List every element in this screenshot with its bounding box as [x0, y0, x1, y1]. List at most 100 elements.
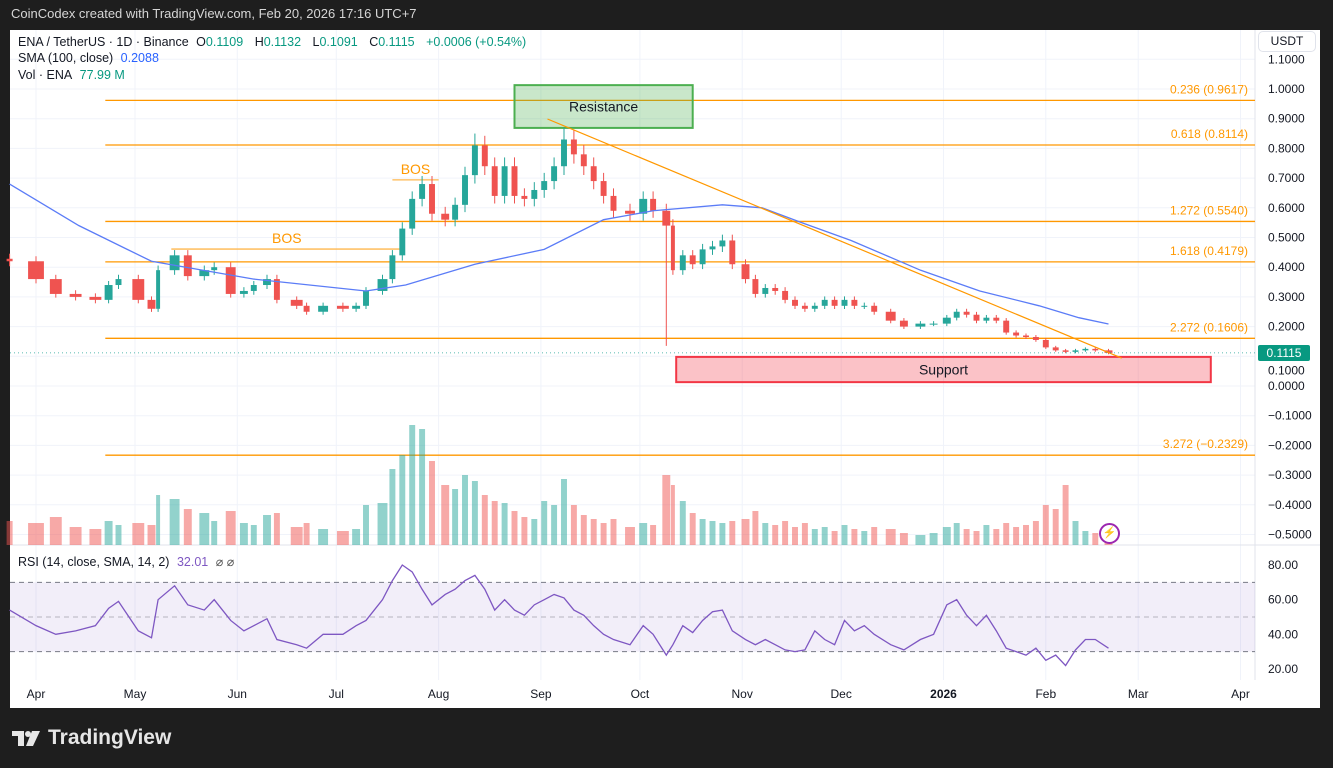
time-tick-label: Dec — [831, 687, 852, 701]
volume-bar — [899, 533, 908, 545]
candle-body — [561, 139, 567, 167]
volume-bar — [590, 519, 597, 545]
volume-bar — [273, 513, 280, 545]
candle-body — [89, 296, 102, 300]
price-tick-label: 0.6000 — [1268, 201, 1305, 215]
candle-body — [580, 154, 587, 167]
support-zone-label: Support — [919, 362, 968, 378]
rsi-visibility-icons[interactable]: ⌀ ⌀ — [215, 555, 235, 569]
candle-body — [772, 287, 779, 291]
candle-body — [115, 279, 122, 286]
volume-bar — [132, 523, 145, 545]
time-tick-label: Aug — [428, 687, 449, 701]
candle-body — [983, 317, 990, 321]
price-tick-label: −0.5000 — [1268, 528, 1312, 542]
symbol-title[interactable]: ENA / TetherUS · 1D · Binance — [18, 35, 189, 49]
candle-body — [792, 299, 798, 306]
candle-body — [104, 285, 113, 300]
volume-bar — [263, 515, 271, 545]
volume-bar — [741, 519, 750, 545]
volume-bar — [625, 527, 635, 545]
candle-body — [993, 317, 1000, 321]
volume-legend[interactable]: Vol · ENA 77.99 M — [18, 68, 129, 82]
candle-body — [352, 305, 361, 309]
volume-bar — [841, 525, 848, 545]
volume-bar — [1013, 527, 1020, 545]
support-zone — [675, 355, 1212, 384]
volume-bar — [861, 531, 868, 545]
rsi-legend[interactable]: RSI (14, close, SMA, 14, 2) 32.01 ⌀ ⌀ — [18, 554, 238, 569]
time-tick-label: Mar — [1128, 687, 1149, 701]
volume-bar — [491, 501, 498, 545]
candle-body — [929, 323, 938, 325]
price-tick-label: 0.3000 — [1268, 290, 1305, 304]
candle-body — [239, 290, 248, 294]
rsi-tick-label: 20.00 — [1268, 662, 1298, 676]
volume-bar — [225, 511, 236, 545]
volume-bar — [811, 529, 818, 545]
volume-bar — [942, 527, 951, 545]
rsi-tick-label: 60.00 — [1268, 593, 1298, 607]
time-tick-label: May — [124, 687, 147, 701]
volume-bar — [851, 529, 858, 545]
resistance-zone — [513, 84, 694, 129]
volume-bar — [600, 523, 607, 545]
candle-body — [782, 290, 789, 300]
price-tick-label: −0.3000 — [1268, 468, 1312, 482]
candle-body — [1052, 347, 1059, 351]
volume-bar — [719, 523, 726, 545]
ohlc-open: O0.1109 — [196, 35, 244, 49]
volume-bar — [169, 499, 180, 545]
candle-body — [821, 299, 828, 306]
volume-bar — [610, 519, 617, 545]
price-tick-label: 0.7000 — [1268, 171, 1305, 185]
candle-body — [851, 299, 858, 306]
volume-value: 77.99 M — [79, 68, 125, 82]
candle-body — [429, 184, 435, 214]
volume-bar — [290, 527, 303, 545]
volume-bar — [915, 535, 926, 545]
volume-bar — [352, 529, 361, 545]
candle-body — [441, 213, 450, 220]
volume-bar — [318, 529, 329, 545]
candle-body — [419, 184, 426, 199]
volume-bar — [670, 485, 675, 545]
candle-body — [915, 323, 926, 327]
candle-body — [147, 299, 156, 309]
price-tick-label: 0.8000 — [1268, 141, 1305, 155]
price-tick-label: 0.0000 — [1268, 379, 1305, 393]
volume-bar — [662, 475, 671, 545]
price-tick-label: 0.5000 — [1268, 231, 1305, 245]
candle-body — [1023, 335, 1029, 337]
candle-body — [1032, 336, 1039, 340]
sma-value: 0.2088 — [120, 51, 159, 65]
sma-legend[interactable]: SMA (100, close) 0.2088 — [18, 51, 163, 65]
rsi-tick-label: 80.00 — [1268, 558, 1298, 572]
price-tick-label: −0.2000 — [1268, 438, 1312, 452]
rsi-line — [9, 564, 1109, 667]
time-tick-label: Feb — [1035, 687, 1056, 701]
volume-bar — [792, 527, 798, 545]
volume-bar — [363, 505, 369, 545]
candle-body — [399, 228, 406, 256]
time-tick-label: Jun — [228, 687, 247, 701]
ohlc-high: H0.1132 — [254, 35, 302, 49]
candle-body — [670, 225, 675, 271]
currency-button[interactable]: USDT — [1258, 31, 1316, 52]
volume-bar — [389, 469, 396, 545]
candle-body — [531, 189, 538, 199]
price-tick-label: 1.1000 — [1268, 52, 1305, 66]
volume-bar — [885, 529, 896, 545]
candle-body — [452, 204, 459, 220]
volume-bar — [762, 523, 769, 545]
candle-body — [689, 255, 696, 265]
volume-bar — [399, 455, 406, 545]
candle-body — [132, 279, 145, 300]
volume-bar — [211, 521, 218, 545]
candle-body — [729, 240, 736, 265]
candle-body — [389, 255, 396, 280]
rsi-label: RSI (14, close, SMA, 14, 2) — [18, 555, 170, 569]
volume-bar — [1072, 521, 1079, 545]
lightning-icon[interactable]: ⚡ — [1099, 523, 1120, 544]
